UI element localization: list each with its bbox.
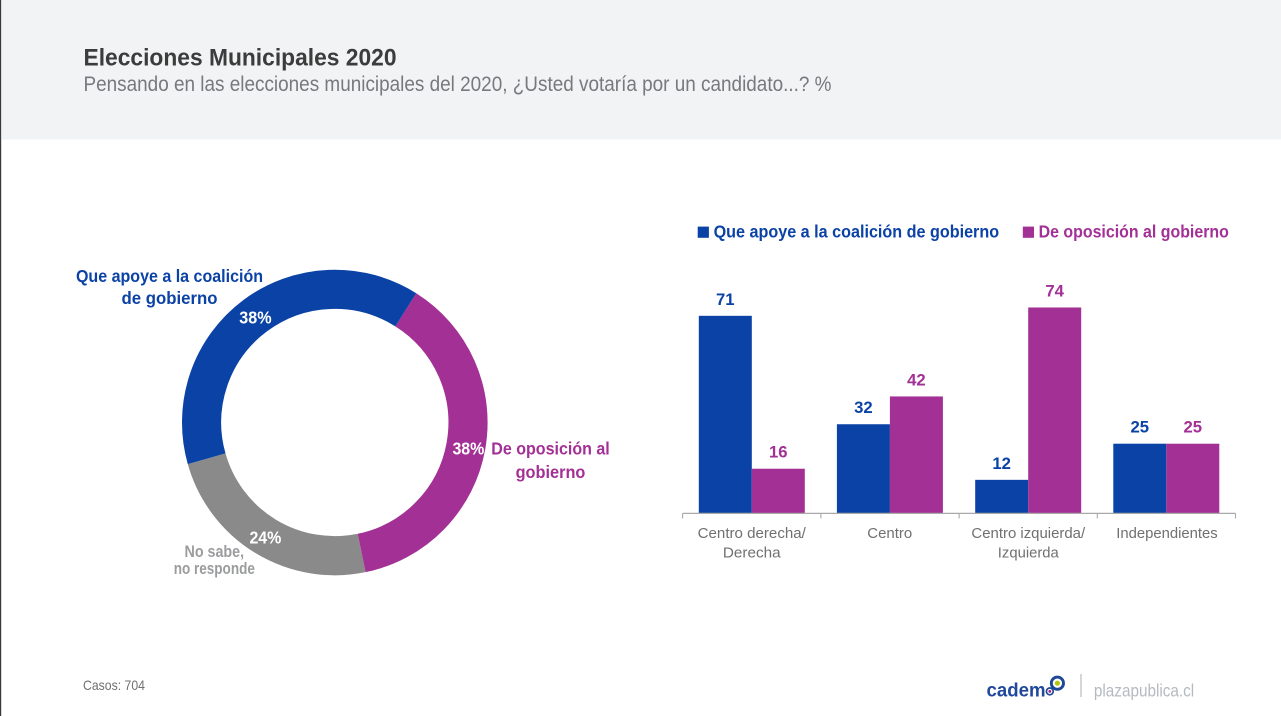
svg-text:Izquierda: Izquierda: [998, 546, 1059, 562]
svg-text:De oposición al: De oposición al: [491, 438, 610, 458]
svg-text:16: 16: [769, 443, 788, 462]
svg-text:No sabe,: No sabe,: [185, 543, 245, 561]
svg-text:cadem: cadem: [987, 680, 1046, 701]
svg-text:De oposición al gobierno: De oposición al gobierno: [1039, 222, 1229, 242]
svg-text:Elecciones Municipales 2020: Elecciones Municipales 2020: [84, 45, 397, 72]
svg-text:gobierno: gobierno: [516, 462, 586, 482]
svg-text:Casos: 704: Casos: 704: [83, 677, 145, 693]
svg-text:25: 25: [1184, 418, 1203, 437]
svg-text:38%: 38%: [452, 438, 484, 458]
svg-text:Que apoye a la coalición de go: Que apoye a la coalición de gobierno: [714, 222, 1000, 242]
svg-text:71: 71: [716, 290, 735, 309]
svg-text:25: 25: [1131, 418, 1150, 437]
svg-text:Centro: Centro: [867, 526, 912, 542]
svg-text:Centro izquierda/: Centro izquierda/: [971, 526, 1085, 542]
svg-text:no responde: no responde: [174, 560, 255, 578]
svg-text:12: 12: [992, 454, 1011, 473]
svg-text:38%: 38%: [239, 307, 272, 327]
svg-text:plazapublica.cl: plazapublica.cl: [1094, 681, 1194, 701]
svg-text:de gobierno: de gobierno: [121, 288, 217, 308]
svg-text:Que apoye a la coalición: Que apoye a la coalición: [76, 266, 263, 286]
svg-text:24%: 24%: [249, 527, 281, 547]
svg-text:Centro derecha/: Centro derecha/: [698, 526, 806, 542]
svg-text:Pensando en las elecciones mun: Pensando en las elecciones municipales d…: [84, 73, 832, 96]
svg-text:74: 74: [1045, 281, 1064, 300]
svg-text:32: 32: [854, 398, 873, 417]
svg-text:Independientes: Independientes: [1116, 526, 1217, 542]
svg-text:42: 42: [907, 370, 926, 389]
svg-text:Derecha: Derecha: [723, 546, 781, 562]
